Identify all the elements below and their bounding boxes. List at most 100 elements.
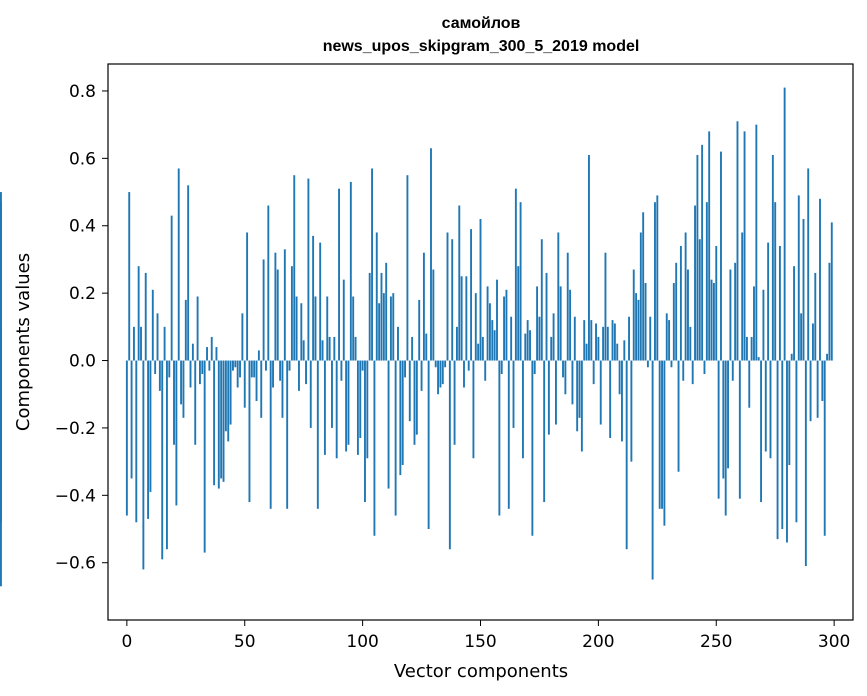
bar (151, 289, 154, 361)
bar (319, 242, 322, 361)
bar (406, 175, 409, 361)
bar (125, 360, 128, 516)
bar (220, 360, 223, 479)
bar (512, 360, 515, 428)
bar (0, 360, 2, 482)
bar (757, 357, 760, 361)
bar (130, 360, 133, 479)
bar (154, 360, 157, 375)
bar (147, 360, 150, 519)
bar (161, 360, 164, 560)
y-axis-label: Components values (13, 253, 34, 431)
bar (191, 343, 194, 361)
bar (342, 279, 345, 361)
bar (517, 266, 520, 361)
bar (625, 360, 628, 550)
x-axis-ticks: 0 50 100 150 200 250 300 (121, 620, 850, 652)
bar (533, 360, 536, 375)
bar (639, 232, 642, 361)
bar (646, 360, 649, 368)
bar (828, 262, 831, 361)
y-tick-label: 0.2 (69, 284, 96, 304)
bar (323, 360, 326, 455)
bar (691, 360, 694, 385)
bar (241, 313, 244, 361)
bar (753, 286, 755, 361)
bar (224, 360, 227, 432)
bar (750, 336, 753, 361)
bar (705, 202, 708, 361)
bar (496, 279, 498, 361)
bar (361, 360, 364, 371)
bar (488, 303, 491, 361)
bar (352, 296, 355, 361)
bar (173, 360, 175, 445)
bar (592, 360, 595, 385)
bar (149, 360, 152, 492)
bar (727, 360, 729, 469)
bar (606, 326, 609, 361)
bar (807, 168, 810, 361)
bar (260, 360, 263, 418)
bar (300, 303, 303, 361)
bar (722, 360, 725, 479)
bar (422, 252, 425, 361)
bar (255, 360, 258, 401)
bar (206, 347, 208, 361)
bar (236, 360, 239, 388)
bar (0, 192, 2, 361)
bar (788, 360, 791, 465)
bar (661, 360, 663, 509)
bar (672, 283, 675, 361)
bar (823, 360, 826, 536)
bar (418, 299, 421, 361)
x-tick-label: 250 (700, 632, 732, 652)
bar (338, 188, 340, 361)
bar (463, 360, 465, 388)
bar (550, 336, 553, 361)
bar (175, 360, 178, 506)
bar (734, 262, 737, 361)
bar (246, 232, 249, 361)
bar (654, 202, 656, 361)
bar (571, 360, 574, 405)
bar (795, 360, 798, 523)
bar (189, 360, 192, 388)
bar (524, 333, 527, 361)
bar (401, 360, 404, 465)
bar (514, 188, 517, 361)
bar (578, 360, 581, 418)
bar (295, 296, 298, 361)
bar (326, 296, 329, 361)
y-tick-label: −0.2 (55, 419, 96, 439)
bar (585, 343, 588, 361)
bar (364, 360, 366, 503)
x-tick-label: 100 (346, 632, 378, 652)
bar (632, 269, 635, 361)
bar (597, 336, 600, 361)
bar (279, 360, 282, 381)
bar (717, 360, 720, 499)
bar (371, 168, 373, 361)
bar (307, 178, 310, 361)
bar (288, 360, 291, 371)
bar (736, 121, 739, 361)
bar (562, 360, 564, 378)
bar (503, 296, 506, 361)
bar (519, 202, 522, 361)
bar (375, 232, 378, 361)
bar (354, 336, 357, 361)
bar (359, 360, 362, 439)
bar (168, 360, 171, 378)
bar (399, 360, 402, 476)
bar (741, 232, 744, 361)
bar (745, 336, 748, 361)
bar (166, 360, 168, 550)
bar (712, 283, 715, 361)
bar (816, 360, 819, 418)
bar (505, 289, 508, 361)
bar (194, 360, 197, 445)
bar (481, 336, 484, 361)
bar (158, 360, 161, 391)
